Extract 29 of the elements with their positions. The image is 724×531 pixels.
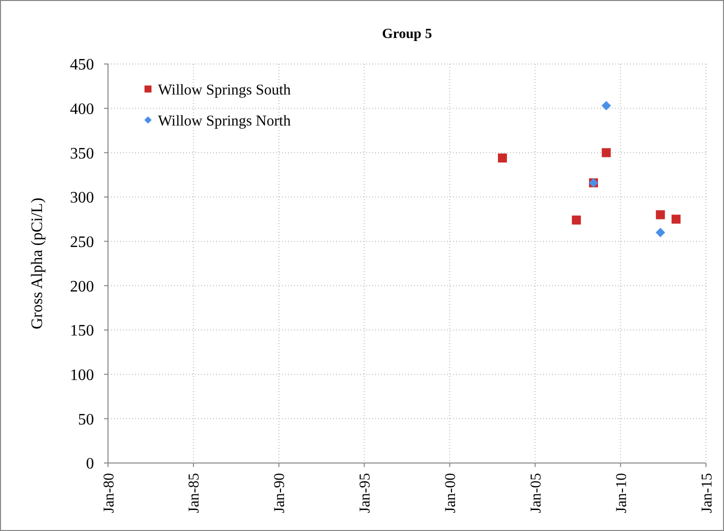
- point: [656, 210, 665, 220]
- y-tick-label: 300: [70, 190, 94, 207]
- x-tick-label: Jan-10: [614, 473, 630, 513]
- y-tick-label: 100: [70, 366, 94, 384]
- point: [602, 148, 611, 158]
- x-tick-label: Jan-85: [186, 473, 203, 513]
- x-tick-label: Jan-00: [442, 473, 459, 513]
- legend-label: Willow Springs South: [158, 82, 292, 98]
- point: [672, 214, 681, 224]
- x-tick-label: Jan-80: [101, 473, 118, 513]
- chart-title: Group 5: [382, 27, 432, 42]
- y-tick-label: 450: [70, 56, 94, 74]
- point: [602, 100, 611, 110]
- point: [498, 153, 507, 162]
- y-tick-label: 400: [70, 100, 94, 118]
- y-tick-label: 0: [86, 456, 94, 473]
- x-tick-label: Jan-95: [358, 473, 374, 513]
- y-tick-label: 150: [70, 322, 94, 340]
- point: [572, 216, 581, 225]
- y-tick-label: 350: [70, 145, 94, 162]
- y-axis-title: Gross Alpha (pCi/L): [29, 198, 46, 330]
- x-tick-label: Jan-05: [528, 473, 544, 513]
- y-tick-label: 50: [78, 411, 94, 428]
- legend-label: Willow Springs North: [158, 113, 292, 130]
- x-tick-label: Jan-15: [699, 473, 716, 513]
- point: [656, 228, 666, 238]
- y-tick-label: 250: [70, 234, 94, 251]
- y-tick-label: 200: [70, 278, 94, 296]
- x-tick-label: Jan-90: [272, 473, 288, 513]
